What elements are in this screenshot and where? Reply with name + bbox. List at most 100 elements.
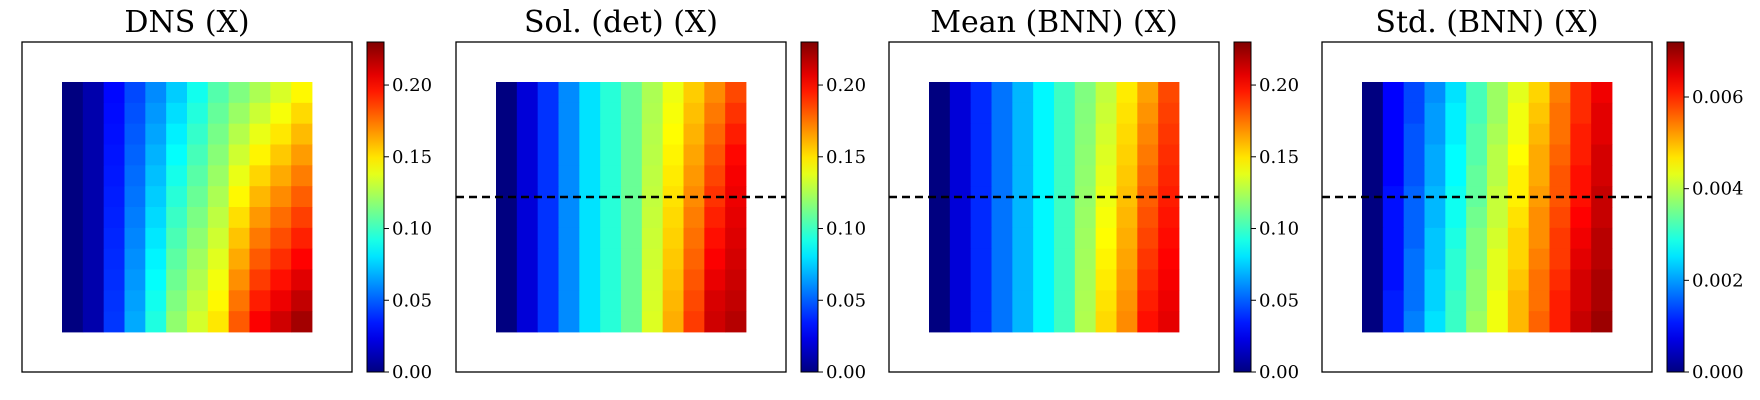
heatmap-cell [1158,227,1180,250]
heatmap-cell [1362,186,1384,208]
colorbar-tick-label: 0.00 [1259,362,1299,383]
heatmap-cell [1012,311,1034,333]
heatmap-cell [1074,311,1097,333]
heatmap-cell [1158,269,1180,291]
colorbar-tick-label: 0.10 [1259,219,1299,240]
heatmap-cell [1487,227,1509,250]
heatmap-cell [249,82,271,104]
heatmap-cell [1591,82,1613,104]
heatmap-cell [704,269,726,291]
heatmap-cell [662,311,684,333]
heatmap-cell [187,123,209,145]
heatmap-cell [641,207,664,229]
heatmap-cell [270,186,292,208]
heatmap-cell [600,227,622,250]
colorbar [800,41,819,373]
heatmap-cell [1012,144,1034,166]
heatmap-cell [1054,144,1076,166]
heatmap-cell [166,102,188,125]
heatmap-cell [1362,144,1384,166]
heatmap-cell [662,227,684,250]
heatmap-cell [991,123,1013,145]
heatmap-cell [1591,290,1613,312]
heatmap-cell [1382,82,1405,104]
heatmap-cell [949,290,972,312]
heatmap-cell [1033,82,1055,104]
heatmap-cell [725,102,747,125]
heatmap-cell [1549,227,1571,250]
heatmap-cell [249,102,271,125]
heatmap-cell [1137,227,1159,250]
heatmap-cell [187,144,209,166]
heatmap-cell [725,269,747,291]
heatmap-cell [1487,165,1509,187]
heatmap-cell [1158,290,1180,312]
heatmap-cell [704,82,726,104]
heatmap-cell [270,290,292,312]
heatmap-cell [1116,227,1138,250]
heatmap-cell [1012,123,1034,145]
heatmap-cell [991,186,1013,208]
heatmap-cell [1074,144,1097,166]
panel-title: Sol. (det) (X) [524,5,718,40]
heatmap-cell [683,269,705,291]
heatmap-cell [1033,207,1055,229]
heatmap-cell [1424,269,1446,291]
heatmap-cell [187,186,209,208]
heatmap-cell [82,248,105,270]
heatmap-cell [537,82,559,104]
heatmap-cell [991,227,1013,250]
heatmap-cell [1487,290,1509,312]
heatmap-cell [496,82,518,104]
colorbar-tick-label: 0.004 [1692,179,1744,200]
heatmap-cell [537,248,559,270]
heatmap-cell [1012,82,1034,104]
heatmap-cell [683,82,705,104]
heatmap-cell [62,207,84,229]
heatmap-cell [1054,248,1076,270]
heatmap-cell [1424,165,1446,187]
heatmap-cell [82,269,105,291]
heatmap-cell [62,248,84,270]
heatmap-cell [1528,165,1550,187]
heatmap-cell [228,144,250,166]
heatmap-cell [1549,248,1571,270]
heatmap-cell [103,165,125,187]
heatmap-cell [249,123,271,145]
heatmap-cell [704,248,726,270]
heatmap-cell [1445,269,1467,291]
colorbar-tick-label: 0.20 [1259,75,1299,96]
heatmap-cell [537,102,559,125]
heatmap-cell [949,144,972,166]
heatmap-cell [62,144,84,166]
heatmap-cells [496,82,747,333]
heatmap-cell [1507,207,1530,229]
heatmap-cell [537,311,559,333]
heatmap-cell [558,207,580,229]
heatmap-cell [558,311,580,333]
heatmap-cell [145,165,167,187]
heatmap-cell [929,123,951,145]
heatmap-cell [187,248,209,270]
panel-title: Std. (BNN) (X) [1375,5,1598,40]
heatmap-cell [1074,269,1097,291]
heatmap-cell [1445,82,1467,104]
heatmap-cell [558,123,580,145]
heatmap-cell [1549,123,1571,145]
heatmap-cell [1137,290,1159,312]
heatmap-cell [1012,227,1034,250]
heatmap-cell [207,82,230,104]
heatmap-cell [641,227,664,250]
heatmap-cell [683,311,705,333]
heatmap-cell [949,311,972,333]
heatmap-cell [1487,102,1509,125]
heatmap-cell [621,227,643,250]
heatmap-cell [558,102,580,125]
heatmap-cell [496,269,518,291]
heatmap-cell [600,290,622,312]
heatmap-cell [579,248,601,270]
heatmap-cell [662,248,684,270]
heatmap-cell [662,82,684,104]
heatmap-cell [704,311,726,333]
heatmap-cell [1570,165,1592,187]
